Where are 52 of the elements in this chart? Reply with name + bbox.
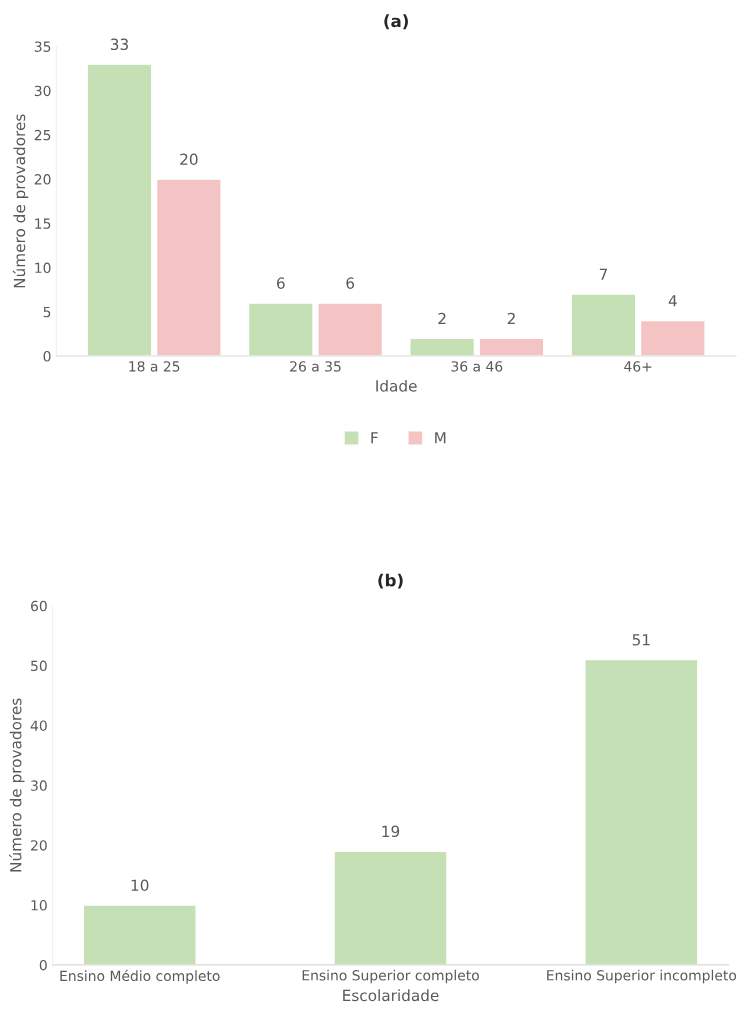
y-tick-label: 20 [34, 174, 51, 185]
y-tick-label: 35 [34, 41, 51, 52]
data-label: 19 [382, 825, 400, 838]
y-tick-label: 10 [35, 262, 51, 274]
y-tick-label: 10 [31, 900, 47, 911]
bar [478, 337, 545, 357]
x-tick-label: 18 a 25 [129, 361, 180, 372]
data-label: 7 [599, 268, 608, 280]
x-tick-label: Ensino Médio completo [60, 969, 220, 984]
data-label: 4 [668, 295, 677, 307]
y-tick-label: 30 [34, 85, 51, 97]
bar [333, 850, 448, 965]
data-label: 33 [110, 38, 128, 51]
data-label: 10 [131, 879, 149, 891]
y-tick-label: 40 [30, 720, 47, 731]
y-tick-label: 0 [39, 959, 47, 971]
data-label: 6 [277, 277, 285, 289]
bar [570, 293, 637, 357]
bar [247, 302, 314, 357]
chart-title: (b) [378, 573, 403, 589]
x-tick-label: 36 a 46 [451, 361, 503, 372]
chart-title: (a) [384, 14, 408, 30]
y-axis-title: Número de provadores [9, 698, 25, 872]
y-tick-label: 25 [34, 129, 51, 141]
bar [639, 319, 706, 357]
bar [409, 337, 476, 357]
bar [317, 302, 384, 357]
y-tick-label: 50 [31, 660, 47, 672]
bar [86, 63, 153, 357]
bar [584, 658, 699, 965]
data-label: 2 [507, 312, 515, 325]
legend-label: M [435, 432, 446, 444]
x-tick-label: 26 a 35 [290, 361, 341, 372]
y-tick-label: 5 [43, 306, 51, 318]
x-tick-label: Ensino Superior completo [302, 969, 479, 984]
data-label: 6 [346, 277, 355, 289]
y-tick-label: 30 [31, 780, 47, 791]
data-label: 51 [632, 634, 650, 646]
data-label: 2 [438, 312, 446, 325]
bar [82, 904, 197, 965]
x-axis-title: Idade [376, 379, 417, 392]
bar [155, 178, 222, 357]
y-tick-label: 15 [35, 218, 51, 229]
y-tick-label: 20 [31, 840, 47, 851]
y-tick-label: 0 [43, 351, 51, 362]
y-tick-label: 60 [31, 600, 47, 612]
legend-label: F [371, 432, 378, 444]
y-axis-title: Número de provadores [12, 114, 29, 288]
data-label: 20 [180, 153, 198, 166]
x-tick-label: Ensino Superior incompleto [547, 969, 737, 984]
x-axis-title: Escolaridade [343, 989, 439, 1002]
x-tick-label: 46+ [624, 361, 652, 372]
